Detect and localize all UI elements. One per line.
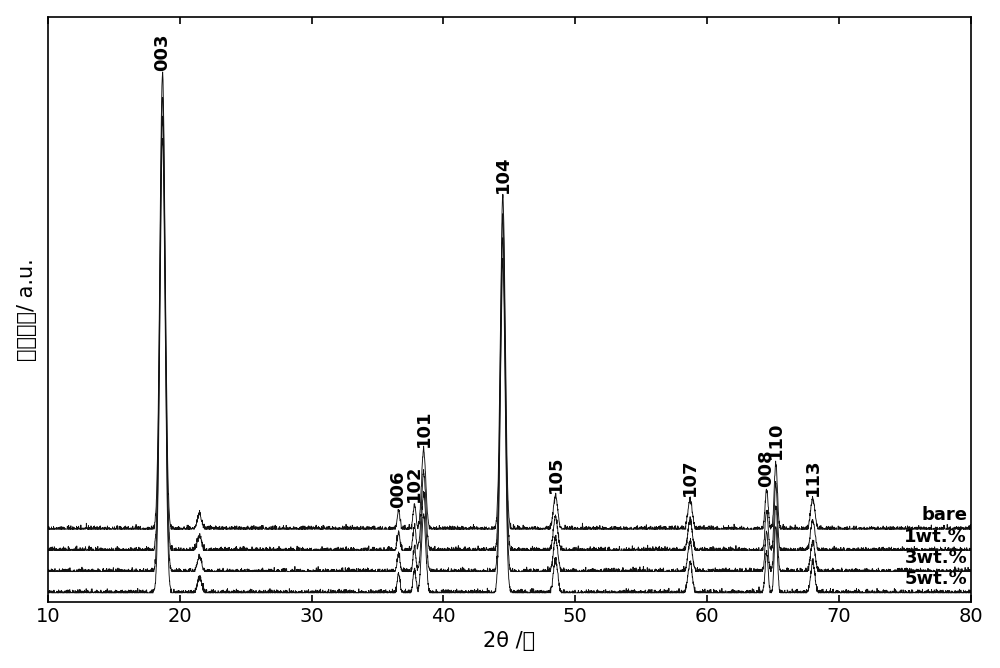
Text: 1wt.%: 1wt.% [904, 528, 967, 546]
Text: 3wt.%: 3wt.% [904, 548, 967, 566]
Text: 113: 113 [804, 458, 822, 496]
Text: 102: 102 [405, 464, 423, 502]
Text: 003: 003 [154, 34, 172, 71]
Text: 006: 006 [390, 470, 408, 508]
Text: 110: 110 [767, 422, 785, 460]
Text: 107: 107 [681, 458, 699, 496]
Text: 105: 105 [547, 456, 565, 493]
Text: 5wt.%: 5wt.% [904, 570, 967, 588]
X-axis label: 2θ /度: 2θ /度 [483, 631, 535, 651]
Text: 101: 101 [415, 409, 433, 448]
Text: bare: bare [921, 506, 967, 524]
Text: 104: 104 [494, 155, 512, 192]
Y-axis label: 衷射强度/ a.u.: 衷射强度/ a.u. [17, 258, 37, 361]
Text: 008: 008 [758, 449, 776, 487]
